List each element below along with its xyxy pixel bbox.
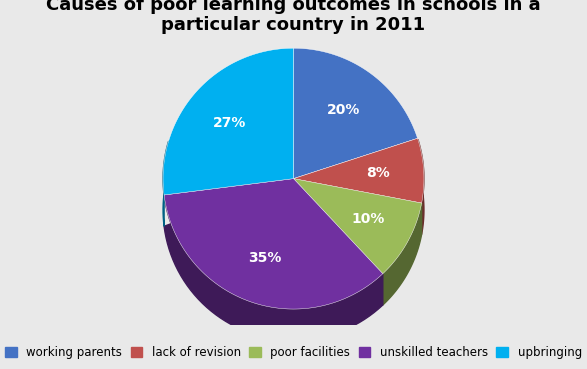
Polygon shape xyxy=(294,179,421,305)
Text: 20%: 20% xyxy=(326,103,360,117)
Polygon shape xyxy=(294,139,424,234)
Polygon shape xyxy=(294,48,417,179)
Text: 27%: 27% xyxy=(213,115,247,130)
Polygon shape xyxy=(294,138,424,203)
Text: 35%: 35% xyxy=(248,251,282,265)
Polygon shape xyxy=(164,179,383,309)
Title: Causes of poor learning outcomes in schools in a
particular country in 2011: Causes of poor learning outcomes in scho… xyxy=(46,0,541,34)
Polygon shape xyxy=(164,179,383,340)
Polygon shape xyxy=(163,141,294,226)
Legend: working parents, lack of revision, poor facilities, unskilled teachers, upbringi: working parents, lack of revision, poor … xyxy=(5,346,582,359)
Text: 10%: 10% xyxy=(351,213,384,227)
Polygon shape xyxy=(163,48,294,195)
Text: 8%: 8% xyxy=(366,166,390,180)
Polygon shape xyxy=(294,179,421,274)
